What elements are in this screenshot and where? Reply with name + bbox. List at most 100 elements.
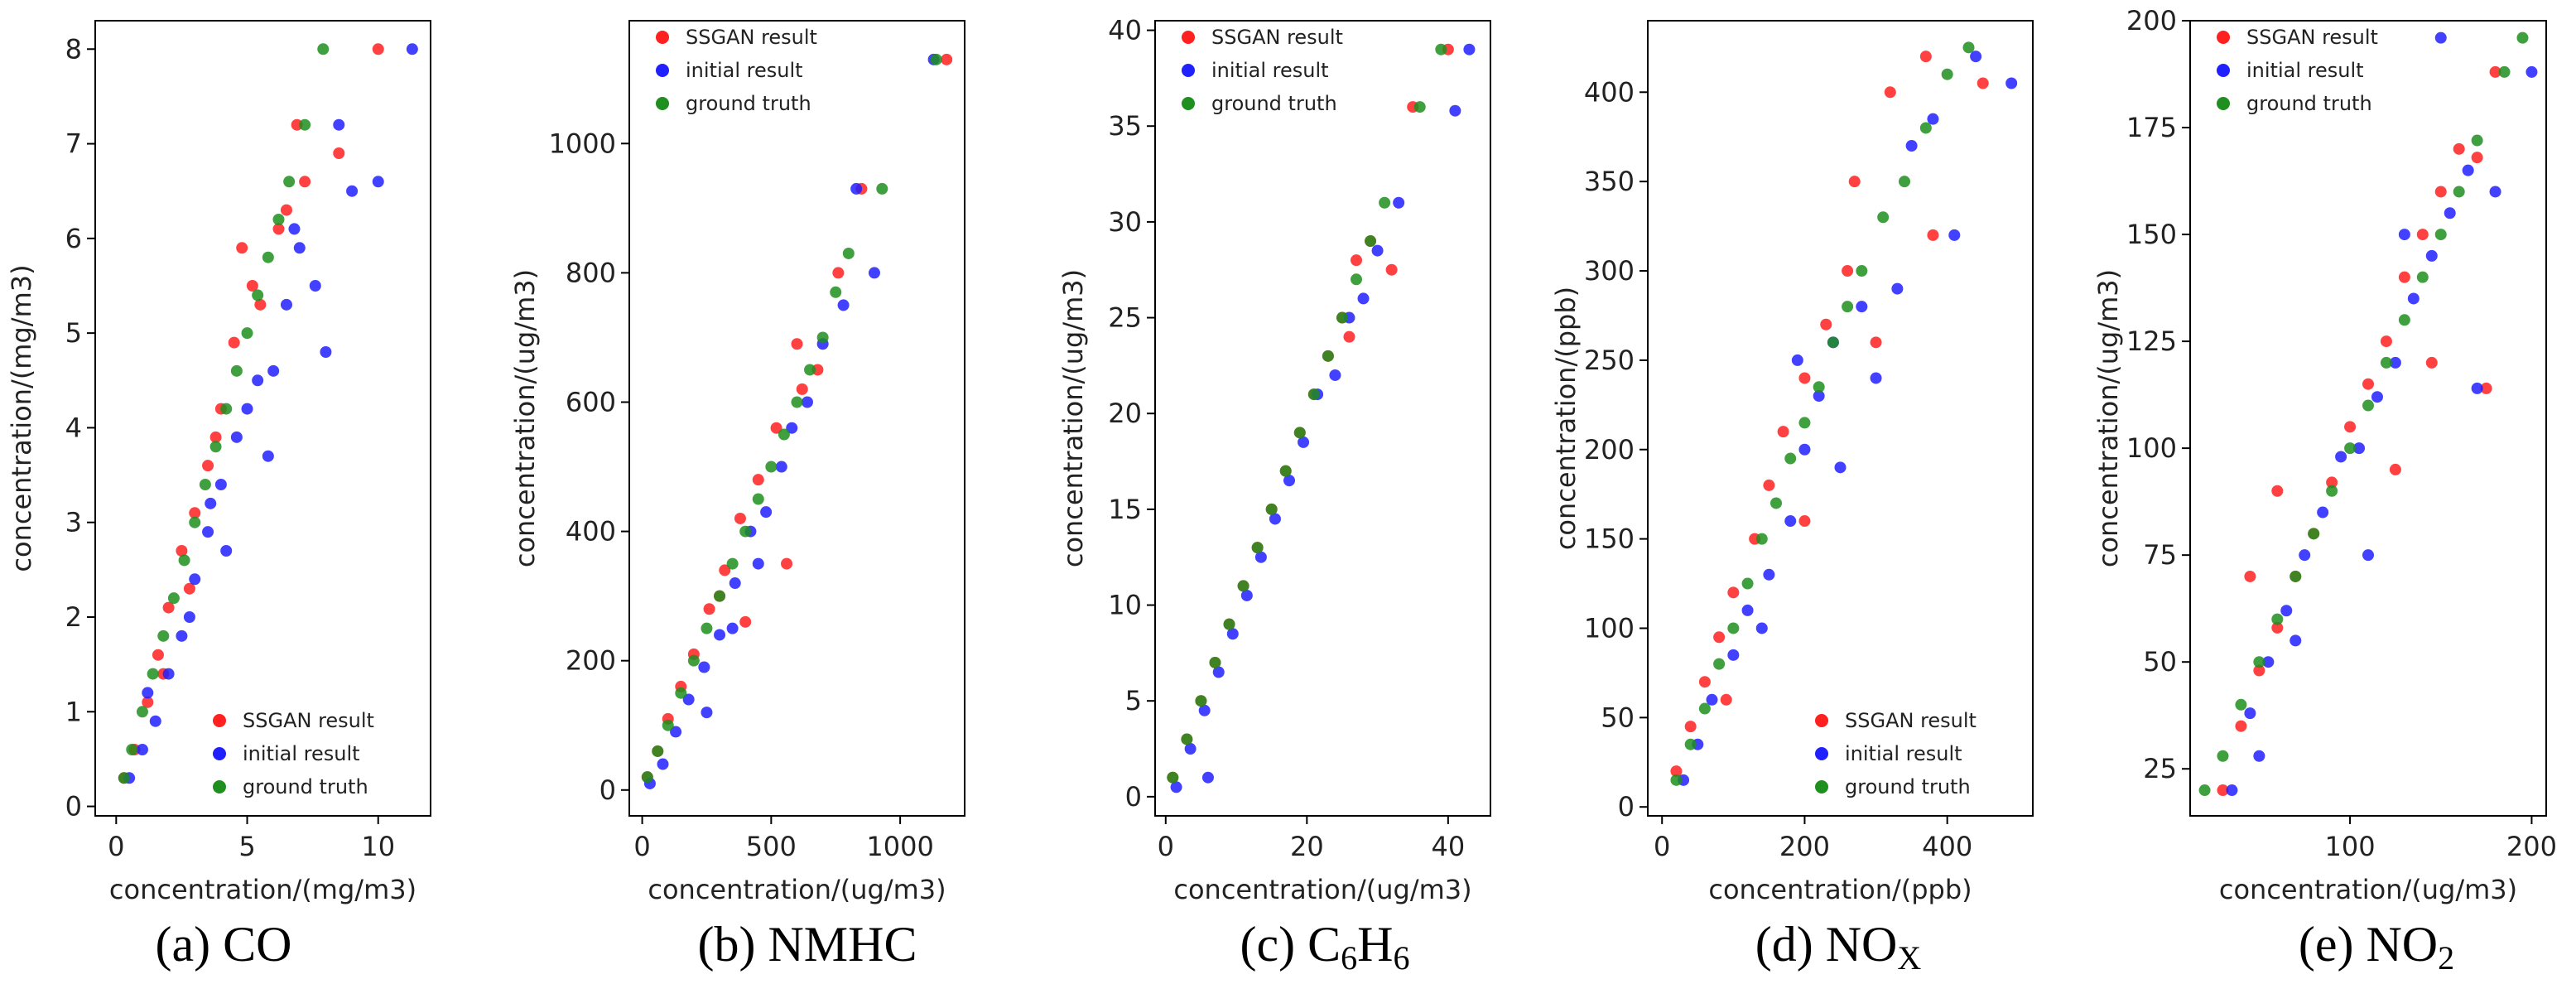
- x-axis-label: concentration/(ug/m3): [648, 874, 946, 905]
- data-point: [1798, 372, 1811, 384]
- data-point: [220, 545, 233, 557]
- data-point: [734, 512, 746, 524]
- caption-part: H: [1357, 917, 1393, 972]
- data-point: [209, 441, 222, 453]
- data-point: [1449, 104, 1461, 117]
- data-point: [1212, 666, 1225, 678]
- y-tick-label: 175: [2126, 112, 2177, 143]
- data-point: [687, 654, 700, 667]
- data-point: [1201, 771, 1214, 784]
- x-axis-label: concentration/(ug/m3): [1173, 874, 1471, 905]
- data-point: [1706, 693, 1718, 706]
- panel-caption: (c) C6H6: [1240, 917, 1410, 977]
- data-point: [1343, 330, 1355, 343]
- data-point: [346, 185, 359, 197]
- data-point: [149, 715, 161, 727]
- legend-label: SSGAN result: [2246, 26, 2378, 49]
- data-point: [1777, 426, 1789, 438]
- y-tick-label: 4: [65, 412, 82, 443]
- data-point: [2253, 664, 2265, 677]
- data-point: [1884, 86, 1896, 99]
- y-axis-label: concentration/(ppb): [1550, 287, 1582, 550]
- data-point: [1283, 475, 1295, 487]
- x-tick-label: 1000: [866, 831, 933, 862]
- data-point: [267, 364, 280, 377]
- data-point: [1240, 589, 1253, 601]
- data-point: [2407, 292, 2420, 305]
- data-point: [1720, 693, 1732, 706]
- data-point: [714, 629, 726, 641]
- data-point: [372, 43, 384, 55]
- data-point: [406, 43, 418, 55]
- data-point: [1336, 311, 1348, 324]
- data-point: [1226, 628, 1239, 640]
- data-point: [2308, 528, 2320, 540]
- data-point: [2280, 605, 2293, 617]
- data-point: [2471, 382, 2483, 394]
- data-point: [202, 460, 214, 472]
- data-point: [1322, 350, 1334, 362]
- legend-label: initial result: [1845, 742, 1962, 765]
- data-point: [280, 298, 292, 311]
- y-tick-label: 3: [65, 507, 82, 538]
- data-point: [272, 214, 285, 225]
- caption-part: X: [1897, 939, 1921, 977]
- data-point: [246, 280, 258, 292]
- panel-caption: (e) NO2: [2299, 917, 2454, 977]
- data-point: [770, 422, 782, 434]
- data-point: [1298, 436, 1310, 448]
- y-tick-label: 1000: [549, 128, 616, 159]
- data-point: [1413, 101, 1426, 113]
- data-point: [2317, 506, 2329, 519]
- data-point: [214, 479, 227, 490]
- legend-marker: [656, 97, 669, 110]
- data-point: [1170, 781, 1182, 793]
- data-point: [136, 706, 148, 718]
- data-point: [1365, 235, 1377, 248]
- data-point: [176, 545, 188, 557]
- legend-marker: [1182, 64, 1195, 77]
- panel-caption: (a) CO: [156, 917, 292, 972]
- data-point: [288, 223, 301, 235]
- data-point: [2389, 356, 2401, 369]
- data-point: [1919, 122, 1932, 134]
- data-point: [675, 687, 687, 699]
- data-point: [641, 771, 653, 784]
- data-point: [2498, 65, 2511, 78]
- data-point: [2398, 314, 2410, 326]
- data-point: [1670, 774, 1683, 786]
- data-point: [2326, 485, 2338, 497]
- legend-marker: [656, 31, 669, 44]
- data-point: [2271, 613, 2284, 625]
- data-point: [752, 474, 764, 486]
- data-point: [941, 53, 953, 65]
- data-point: [1798, 443, 1811, 456]
- data-point: [2271, 485, 2284, 497]
- data-point: [1784, 515, 1797, 528]
- legend-label: initial result: [2246, 59, 2364, 82]
- data-point: [1265, 503, 1278, 515]
- x-axis-label: concentration/(ug/m3): [2219, 874, 2517, 905]
- data-point: [299, 118, 311, 131]
- data-point: [2416, 271, 2429, 283]
- data-point: [2244, 570, 2256, 582]
- y-tick-label: 100: [2126, 432, 2177, 464]
- panel-caption: (d) NOX: [1755, 917, 1922, 977]
- data-point: [1763, 568, 1775, 581]
- data-point: [2244, 707, 2256, 720]
- data-point: [2290, 634, 2302, 647]
- data-point: [254, 298, 267, 311]
- data-point: [1827, 336, 1839, 349]
- data-point: [698, 661, 710, 673]
- data-point: [157, 629, 170, 642]
- data-point: [1820, 318, 1832, 330]
- x-tick-label: 5: [238, 831, 255, 862]
- data-point: [837, 299, 850, 311]
- data-point: [2262, 656, 2275, 668]
- data-point: [778, 428, 790, 441]
- data-point: [299, 176, 311, 188]
- data-point: [775, 461, 787, 473]
- data-point: [228, 336, 240, 349]
- data-point: [199, 479, 211, 490]
- data-point: [752, 493, 764, 505]
